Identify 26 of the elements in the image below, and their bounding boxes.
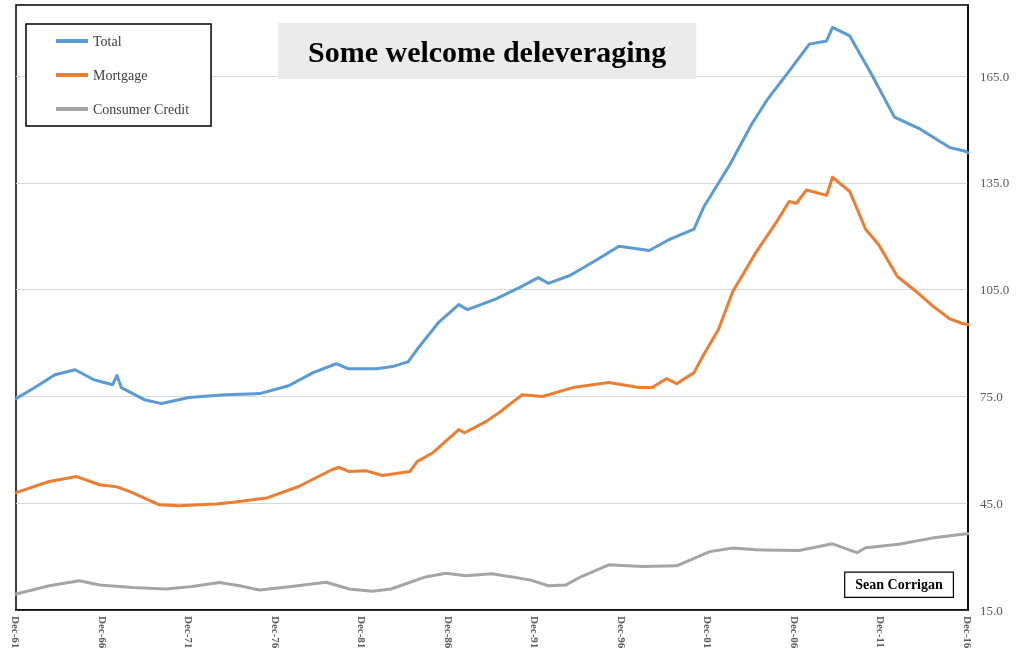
x-tick-label: Dec-81 [356, 616, 369, 649]
x-tick-label: Dec-61 [10, 616, 22, 649]
y-tick-label: 165.0 [980, 68, 1010, 84]
y-tick-label: 45.0 [980, 495, 1003, 511]
annotation: Sean Corrigan [855, 577, 944, 593]
x-tick-label: Dec-16 [962, 616, 974, 649]
x-tick-label: Dec-06 [788, 616, 801, 649]
line-series [14, 175, 970, 508]
y-tick-label: 75.0 [980, 388, 1003, 404]
y-tick-label: 15.0 [980, 602, 1003, 618]
y-tick-label: 105.0 [980, 282, 1010, 298]
legend-label: Total [93, 33, 122, 49]
x-tick-label: Dec-96 [615, 616, 628, 649]
y-tick-label: 135.0 [980, 175, 1010, 191]
x-tick-label: Dec-66 [96, 616, 109, 649]
x-tick-label: Dec-76 [269, 616, 282, 649]
x-tick-label: Dec-71 [183, 616, 196, 649]
text: Some welcome deleveraging [308, 34, 667, 68]
x-tick-label: Dec-86 [442, 616, 455, 649]
line-series [14, 25, 970, 406]
x-tick-label: Dec-01 [702, 616, 715, 649]
x-tick-label: Dec-91 [529, 616, 542, 649]
line-series [14, 532, 970, 596]
legend-label: Consumer Credit [93, 101, 190, 117]
legend-label: Mortgage [93, 67, 148, 83]
x-tick-label: Dec-11 [875, 616, 888, 648]
